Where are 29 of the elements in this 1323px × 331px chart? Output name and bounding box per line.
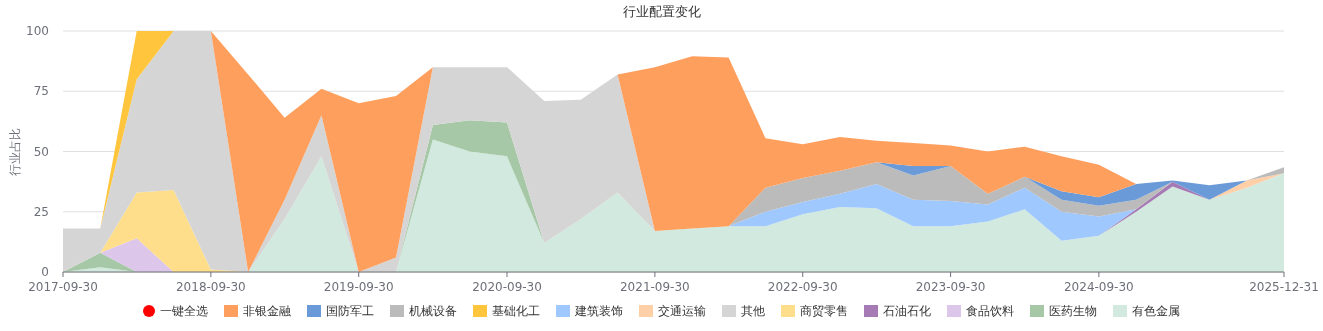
- x-tick-label: 2022-09-30: [767, 280, 838, 294]
- x-tick-label: 2018-09-30: [175, 280, 246, 294]
- y-tick-label: 0: [41, 265, 49, 279]
- legend-label: 交通运输: [658, 304, 706, 318]
- y-tick-label: 25: [33, 204, 49, 219]
- y-tick-label: 50: [33, 144, 49, 159]
- x-tick-label: 2017-09-30: [28, 280, 98, 294]
- x-tick-label: 2025-12-31: [1249, 280, 1319, 294]
- legend-label: 其他: [741, 304, 765, 318]
- y-tick-label: 100: [26, 24, 49, 38]
- legend-label: 国防军工: [326, 304, 374, 318]
- legend-label: 非银金融: [243, 304, 291, 318]
- x-tick-label: 2024-09-30: [1063, 280, 1134, 294]
- legend-label: 食品饮料: [966, 304, 1014, 318]
- chart-title: 行业配置变化: [622, 4, 701, 19]
- legend-label: 医药生物: [1049, 304, 1097, 318]
- legend-label: 建筑装饰: [574, 304, 623, 318]
- legend-label: 机械设备: [409, 304, 457, 318]
- y-axis-title: 行业占比: [8, 127, 22, 176]
- y-tick-label: 75: [33, 84, 49, 99]
- x-tick-label: 2020-09-30: [472, 280, 542, 294]
- legend-label: 有色金属: [1132, 304, 1180, 318]
- x-tick-label: 2021-09-30: [619, 280, 690, 294]
- text: 一键全选: [160, 304, 208, 318]
- x-tick-label: 2023-09-30: [915, 280, 986, 294]
- legend-label: 基础化工: [492, 304, 540, 318]
- x-tick-label: 2019-09-30: [323, 280, 394, 294]
- legend-label: 石油石化: [883, 304, 931, 318]
- legend-label: 商贸零售: [800, 304, 848, 318]
